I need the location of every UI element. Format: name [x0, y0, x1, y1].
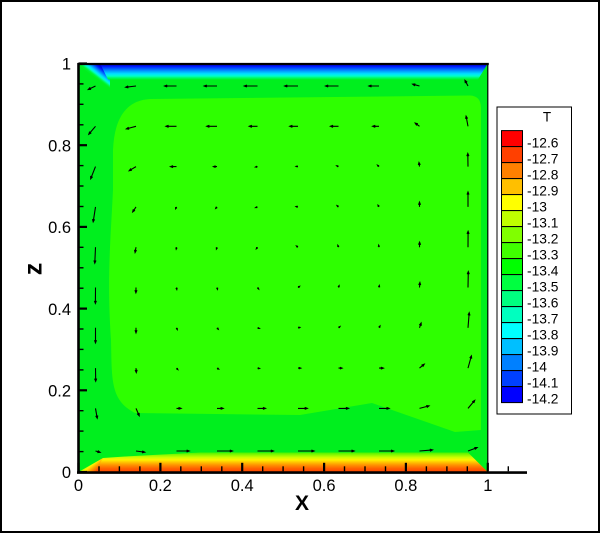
svg-text:-13.3: -13.3	[527, 247, 559, 262]
svg-text:0.2: 0.2	[48, 383, 71, 401]
svg-text:-13.6: -13.6	[527, 295, 559, 310]
svg-text:1: 1	[483, 477, 492, 495]
svg-text:-14.2: -14.2	[527, 391, 558, 406]
svg-text:-13.5: -13.5	[527, 279, 559, 294]
svg-text:-14.1: -14.1	[527, 375, 558, 390]
svg-text:0.6: 0.6	[48, 219, 71, 237]
svg-text:-12.7: -12.7	[527, 151, 558, 166]
svg-text:1: 1	[62, 56, 71, 74]
svg-text:0.2: 0.2	[149, 477, 172, 495]
svg-text:-13.9: -13.9	[527, 343, 559, 358]
svg-text:-14: -14	[527, 359, 547, 374]
svg-text:-13.1: -13.1	[527, 215, 558, 230]
svg-text:0.4: 0.4	[231, 477, 254, 495]
svg-text:-12.6: -12.6	[527, 135, 559, 150]
svg-text:-13.4: -13.4	[527, 263, 559, 278]
svg-text:X: X	[295, 492, 309, 515]
svg-text:0: 0	[62, 464, 71, 482]
svg-text:-13.7: -13.7	[527, 311, 558, 326]
svg-text:z: z	[20, 263, 48, 276]
svg-text:-13.2: -13.2	[527, 231, 558, 246]
svg-text:-13.8: -13.8	[527, 327, 559, 342]
svg-text:0.8: 0.8	[48, 137, 71, 155]
svg-text:0.4: 0.4	[48, 301, 71, 319]
svg-text:T: T	[543, 110, 551, 125]
svg-text:-12.9: -12.9	[527, 183, 559, 198]
svg-text:0: 0	[74, 477, 83, 495]
svg-text:0.8: 0.8	[394, 477, 417, 495]
svg-text:-12.8: -12.8	[527, 167, 559, 182]
svg-text:-13: -13	[527, 199, 547, 214]
svg-text:0.6: 0.6	[313, 477, 336, 495]
